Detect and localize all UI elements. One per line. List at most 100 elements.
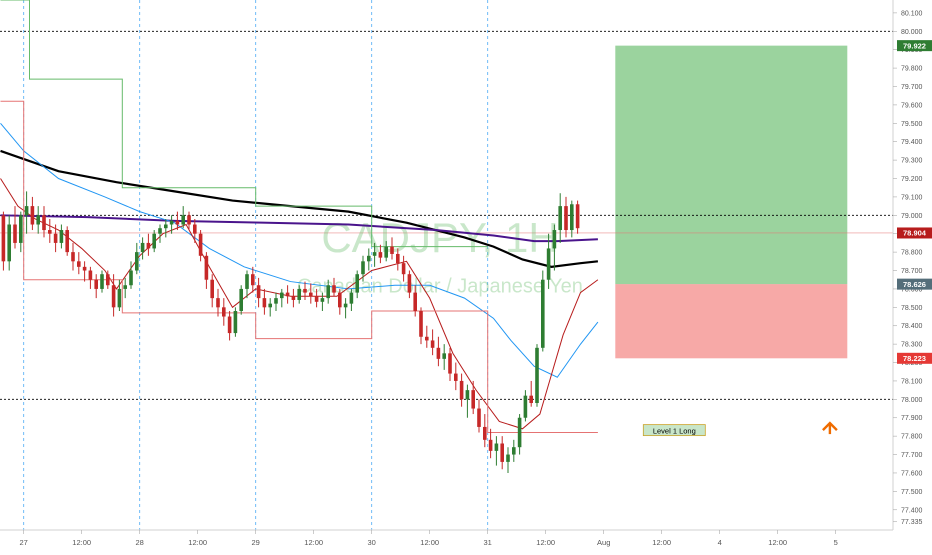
annotation-text: Level 1 Long (653, 427, 696, 436)
y-tick-label: 80.100 (901, 10, 923, 17)
watermark-subtitle: Canadian Dollar / Japanese Yen (297, 276, 583, 298)
candle (274, 298, 278, 304)
y-tick-label: 77.700 (901, 452, 923, 459)
candle (326, 285, 330, 299)
candle (564, 206, 568, 231)
candle (384, 246, 388, 258)
candle (454, 373, 458, 381)
candle (169, 220, 174, 225)
candle (222, 307, 226, 317)
candle (338, 292, 342, 308)
y-tick-label: 78.000 (901, 397, 923, 404)
candle (233, 311, 238, 334)
candle (367, 255, 371, 262)
candle (106, 274, 110, 286)
x-tick-label: 28 (136, 538, 144, 547)
candle (24, 206, 29, 216)
candle (129, 270, 133, 286)
candle (187, 215, 191, 225)
candle (123, 285, 127, 289)
price-label: 78.904 (903, 229, 927, 238)
y-tick-label: 77.500 (901, 489, 923, 496)
y-tick-label: 80.000 (901, 29, 923, 36)
candle (204, 255, 209, 280)
candle (558, 206, 562, 231)
candle (483, 426, 487, 440)
price-label: 78.223 (903, 354, 926, 363)
candle (448, 353, 452, 374)
candle (59, 230, 64, 243)
annotation-level-1-long: Level 1 Long (642, 424, 706, 437)
candle (53, 233, 58, 243)
x-tick-label: 5 (834, 538, 838, 547)
candle (111, 285, 116, 308)
candle (158, 228, 162, 234)
candle (332, 285, 336, 293)
y-tick-label: 79.100 (901, 194, 923, 201)
candle (390, 246, 394, 254)
candle (488, 439, 493, 451)
candle (30, 206, 35, 225)
candle (239, 288, 243, 312)
candle (65, 230, 69, 253)
candle (471, 390, 475, 409)
y-tick-label: 78.700 (901, 268, 923, 275)
candle (361, 261, 365, 275)
candle (419, 311, 423, 337)
x-tick-label: 12:00 (768, 538, 787, 547)
candle (442, 353, 446, 359)
candle (48, 230, 52, 234)
candle (343, 303, 348, 308)
y-tick-label: 77.335 (901, 519, 923, 526)
overlay-ema-blue (0, 122, 599, 378)
y-tick-label: 79.700 (901, 84, 923, 91)
candle (570, 204, 574, 231)
y-tick-label: 78.400 (901, 323, 923, 330)
y-tick-label: 77.600 (901, 470, 923, 477)
y-tick-label: 78.100 (901, 378, 923, 385)
candle (256, 285, 261, 299)
y-tick-label: 78.500 (901, 305, 923, 312)
candle (541, 279, 545, 348)
candle (175, 220, 180, 225)
candle (430, 340, 435, 348)
x-tick-label: 27 (20, 538, 28, 547)
y-tick-label: 79.800 (901, 66, 923, 73)
price-label-bg (897, 278, 932, 290)
candle (100, 274, 104, 289)
y-tick-label: 79.600 (901, 102, 923, 109)
candle (94, 279, 98, 289)
y-tick-label: 77.400 (901, 507, 923, 514)
candle (529, 395, 533, 404)
x-tick-label: 4 (718, 538, 722, 547)
candle (117, 288, 122, 308)
candle (500, 443, 504, 462)
candle (146, 242, 151, 249)
candle (227, 316, 232, 334)
x-tick-label: 12:00 (304, 538, 323, 547)
candle (216, 298, 220, 308)
annotation-box (642, 424, 706, 437)
candle (262, 298, 267, 308)
y-tick-label: 77.800 (901, 434, 923, 441)
x-tick-label: 31 (484, 538, 492, 547)
loss-zone (615, 284, 848, 359)
candle (13, 224, 17, 243)
y-tick-label: 79.200 (901, 176, 923, 183)
candle (164, 224, 168, 229)
arrow-up-icon (822, 421, 838, 431)
overlay-step-green (0, 0, 488, 248)
candle (82, 266, 87, 271)
candle (314, 296, 319, 302)
candle (181, 215, 185, 225)
y-tick-label: 77.900 (901, 415, 923, 422)
price-label-bg (897, 40, 932, 52)
x-tick-label: Aug (597, 538, 610, 547)
candle (459, 380, 464, 400)
candle (77, 261, 81, 267)
x-tick-label: 12:00 (188, 538, 207, 547)
candle (193, 224, 197, 234)
candle (494, 443, 499, 451)
overlay-ma-purple (0, 214, 598, 243)
candle (1, 215, 6, 262)
